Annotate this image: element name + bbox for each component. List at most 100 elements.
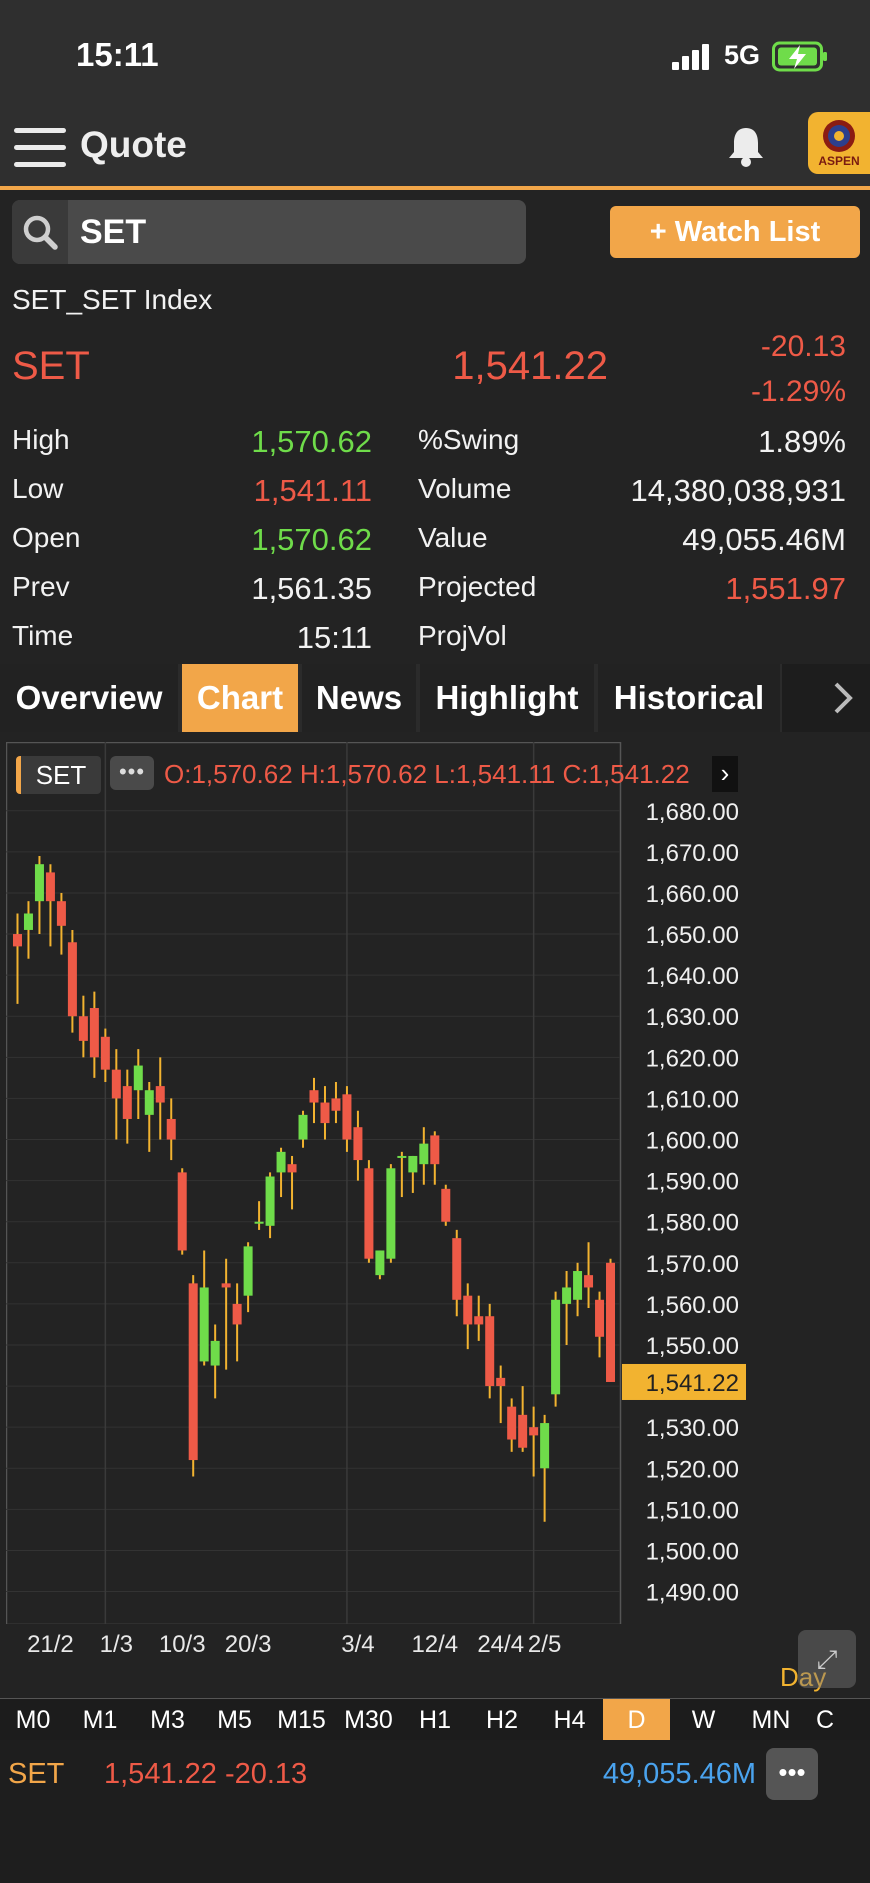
candle-body (111, 1069, 121, 1099)
candle-body (221, 1283, 231, 1288)
x-axis-band (6, 1624, 746, 1660)
candle-body (397, 1155, 407, 1158)
stat-value: 15:11 (296, 620, 372, 655)
timeframe-m30[interactable]: M30 (344, 1706, 393, 1734)
candle-body (507, 1406, 517, 1440)
timeframe-m5[interactable]: M5 (217, 1706, 252, 1734)
candle-body (529, 1427, 539, 1436)
tab-chart[interactable]: Chart (182, 664, 298, 732)
stat-label: Volume (418, 473, 512, 504)
candle-body (287, 1164, 297, 1173)
timeframe-c[interactable]: C (815, 1706, 835, 1734)
instrument-name: SET_SET Index (12, 284, 213, 315)
timeframe-h4[interactable]: H4 (553, 1706, 586, 1734)
candle-body (210, 1340, 220, 1366)
stat-label: Time (12, 620, 74, 651)
candle-body (320, 1102, 330, 1124)
search-value[interactable]: SET (80, 213, 147, 251)
candle-body (485, 1316, 495, 1387)
timeframe-h1[interactable]: H1 (419, 1706, 451, 1734)
stat-value: 1,570.62 (251, 522, 372, 557)
candle-body (331, 1098, 341, 1111)
price-change: -20.13 (760, 330, 846, 363)
candle-body (100, 1036, 110, 1070)
candle-body (595, 1299, 605, 1337)
tab-highlight[interactable]: Highlight (420, 664, 594, 732)
timeframe-mn[interactable]: MN (751, 1706, 791, 1734)
stat-label: High (12, 424, 70, 455)
timeframe-m3[interactable]: M3 (150, 1706, 185, 1734)
candle-body (298, 1114, 308, 1140)
candle-body (155, 1086, 165, 1103)
chart-options-button[interactable]: ••• (110, 756, 154, 790)
stat-value: 1.89% (758, 424, 846, 459)
candle-body (386, 1168, 396, 1259)
ohlc-next-arrow-icon[interactable]: › (712, 756, 738, 792)
y-tick-label: 1,580.00 (646, 1210, 739, 1237)
y-tick-label: 1,670.00 (646, 840, 739, 867)
tab-bar: Overview Chart News Highlight Historical (0, 664, 870, 732)
candle-body (474, 1316, 484, 1325)
candle-body (34, 864, 44, 902)
tabs-scroll-right-icon[interactable] (782, 664, 870, 732)
fullscreen-expand-icon[interactable]: ⤢ (798, 1630, 856, 1688)
bottom-price-change: 1,541.22 -20.13 (104, 1758, 308, 1790)
x-tick-label: 3/4 (341, 1631, 374, 1658)
timeframe-m0[interactable]: M0 (15, 1706, 51, 1734)
y-tick-label: 1,600.00 (646, 1128, 739, 1155)
battery-charging-icon (772, 41, 827, 72)
quote-symbol: SET (12, 344, 90, 388)
candle-body (364, 1168, 374, 1259)
y-tick-label: 1,640.00 (646, 963, 739, 990)
stat-value: 1,541.11 (253, 473, 372, 508)
candle-body (606, 1262, 616, 1382)
y-tick-label: 1,560.00 (646, 1292, 739, 1319)
timeframe-h2[interactable]: H2 (486, 1706, 518, 1734)
hamburger-menu-icon[interactable] (14, 126, 66, 170)
timeframe-w[interactable]: W (691, 1706, 716, 1734)
bottom-symbol: SET (8, 1758, 65, 1790)
candle-body (452, 1238, 462, 1300)
timeframe-m15[interactable]: M15 (277, 1706, 326, 1734)
candle-body (584, 1275, 594, 1288)
y-tick-label: 1,510.00 (646, 1497, 739, 1524)
stat-label: Prev (12, 571, 70, 602)
search-icon-container[interactable] (12, 200, 68, 264)
tab-news[interactable]: News (302, 664, 416, 732)
notification-bell-icon[interactable] (726, 124, 766, 168)
y-tick-label: 1,680.00 (646, 799, 739, 826)
stat-label: ProjVol (418, 620, 507, 651)
aspen-logo[interactable]: ASPEN (808, 112, 870, 174)
y-tick-label: 1,570.00 (646, 1251, 739, 1278)
signal-icon (672, 44, 709, 70)
candle-body (133, 1065, 143, 1091)
chart-symbol-button[interactable]: SET (16, 756, 101, 794)
add-watch-list-button[interactable]: + Watch List (610, 206, 860, 258)
candle-body (12, 934, 22, 947)
candle-body (309, 1090, 319, 1103)
y-tick-label: 1,530.00 (646, 1415, 739, 1442)
candle-body (56, 901, 66, 926)
tab-overview[interactable]: Overview (0, 664, 178, 732)
candle-body (408, 1155, 418, 1173)
stat-value: 1,551.97 (725, 571, 846, 606)
price-chart[interactable]: 1,680.00 1,670.00 1,660.00 1,650.00 1,640.00… (6, 742, 746, 1660)
timeframe-m1[interactable]: M1 (82, 1706, 118, 1734)
candle-body (540, 1423, 550, 1469)
search-input[interactable] (12, 200, 526, 264)
last-price: 1,541.22 (452, 344, 608, 388)
bottom-more-button[interactable]: ••• (766, 1748, 818, 1800)
y-tick-label: 1,620.00 (646, 1045, 739, 1072)
price-change-percent: -1.29% (750, 375, 846, 408)
candle-body (375, 1250, 385, 1276)
timeframe-d[interactable]: D (603, 1699, 670, 1741)
candlestick-chart[interactable]: 1,680.00 1,670.00 1,660.00 1,650.00 1,640.00… (6, 742, 746, 1660)
page-title: Quote (80, 124, 187, 165)
tab-historical[interactable]: Historical (598, 664, 780, 732)
network-label: 5G (724, 40, 761, 70)
x-tick-label: 21/2 (27, 1631, 74, 1658)
y-tick-label: 1,490.00 (646, 1580, 739, 1607)
candle-body (551, 1299, 561, 1395)
stat-label: %Swing (418, 424, 520, 455)
candle-body (166, 1118, 176, 1140)
